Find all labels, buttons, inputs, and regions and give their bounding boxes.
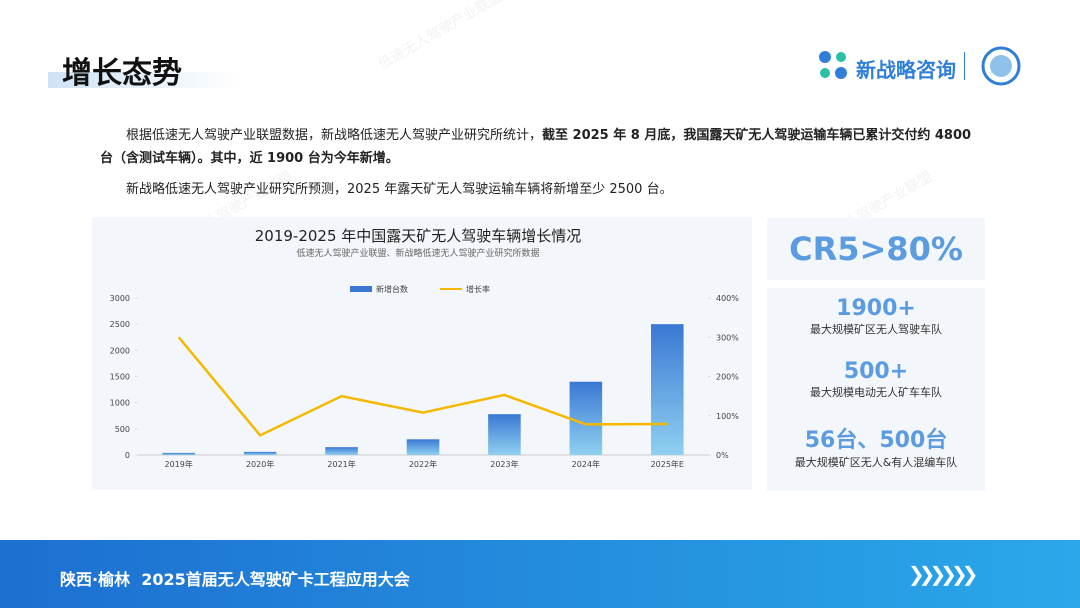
stat-label: 最大规模电动无人矿车车队	[810, 386, 942, 399]
stat-value: 500+	[843, 359, 909, 384]
y2-tick-label: 0%	[716, 451, 729, 460]
y2-tick-label: 400%	[716, 294, 739, 303]
y2-tick-label: 300%	[716, 333, 739, 342]
paragraph: 新战略低速无人驾驶产业研究所预测，2025 年露天矿无人驾驶运输车辆将新增至少 …	[100, 178, 980, 201]
bar	[651, 324, 684, 455]
paragraph: 根据低速无人驾驶产业联盟数据，新战略低速无人驾驶产业研究所统计，截至 2025 …	[100, 124, 980, 170]
divider	[964, 52, 965, 80]
y-tick-label: 1500	[110, 373, 130, 382]
stat-value: 56台、500台	[804, 428, 948, 453]
y-tick-label: 3000	[110, 294, 130, 303]
stat-label: 最大规模矿区无人驾驶车队	[810, 323, 942, 336]
logo-icon	[819, 51, 847, 79]
text: 根据低速无人驾驶产业联盟数据，新战略低速无人驾驶产业研究所统计，	[126, 128, 543, 143]
y-tick-label: 500	[115, 425, 130, 434]
bar	[569, 381, 603, 455]
title-accent	[48, 72, 238, 88]
text: 新战略低速无人驾驶产业研究所预测，2025 年露天矿无人驾驶运输车辆将新增至少 …	[126, 182, 673, 197]
y2-tick-label: 200%	[716, 373, 739, 382]
x-tick-label: 2024年	[572, 459, 600, 469]
x-tick-label: 2020年	[246, 459, 274, 469]
bar	[325, 447, 358, 455]
y-tick-label: 2000	[110, 346, 130, 355]
y-tick-label: 0	[125, 451, 130, 460]
x-tick-label: 2022年	[409, 459, 437, 469]
footer-arrows: ❯❯❯❯❯❯	[908, 562, 979, 586]
stat-label: 最大规模矿区无人&有人混编车队	[794, 456, 958, 469]
line	[177, 336, 668, 437]
logo-text: 新战略咨询	[856, 58, 956, 82]
legend-key	[350, 286, 372, 292]
bold-text: 截至 2025 年 8 月底，我国露天矿无人驾驶运输车辆已累计交付约 4800 …	[100, 128, 972, 166]
stat-value: 1900+	[836, 296, 916, 321]
stat-card: 1900+ 最大规模矿区无人驾驶车队 500+ 最大规模电动无人矿车车队 56台…	[767, 288, 985, 491]
footer-text: 陕西·榆林 2025首届无人驾驶矿卡工程应用大会	[60, 570, 410, 589]
bar	[243, 451, 277, 455]
y-tick-label: 2500	[110, 320, 130, 329]
chart-subtitle: 低速无人驾驶产业联盟、新战略低速无人驾驶产业研究所数据	[296, 247, 539, 259]
stat-value: CR5>80%	[789, 230, 963, 268]
badge	[981, 46, 1021, 86]
footer-band	[0, 540, 1080, 608]
y2-tick-label: 100%	[716, 412, 739, 421]
bar	[162, 452, 195, 455]
chart-title: 2019-2025 年中国露天矿无人驾驶车辆增长情况	[255, 227, 582, 245]
legend-label: 增长率	[466, 284, 490, 294]
stat-card: CR5>80%	[767, 218, 985, 280]
x-tick-label: 2019年	[165, 459, 193, 469]
bar	[406, 439, 440, 455]
page-title: 增长态势	[62, 56, 182, 91]
x-tick-label: 2023年	[490, 459, 518, 469]
x-tick-label: 2025年E	[651, 459, 684, 469]
x-tick-label: 2021年	[327, 459, 355, 469]
legend-label: 新增台数	[376, 284, 408, 294]
bar	[488, 414, 521, 455]
y-tick-label: 1000	[110, 399, 130, 408]
